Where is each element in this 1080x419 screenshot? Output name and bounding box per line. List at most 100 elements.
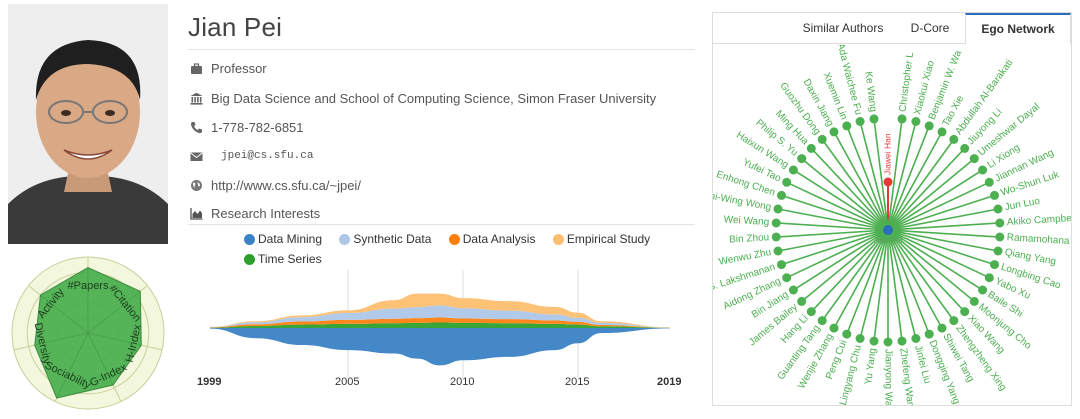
- coauthor-node[interactable]: [978, 285, 988, 295]
- stream-layer-empirical-study[interactable]: [210, 293, 670, 328]
- coauthor-node[interactable]: [937, 323, 947, 333]
- coauthor-node[interactable]: [842, 121, 852, 131]
- tab-ego-network[interactable]: Ego Network: [965, 13, 1071, 45]
- ego-edge: [821, 138, 889, 231]
- coauthor-label[interactable]: Yu Yang: [863, 347, 879, 385]
- coauthor-node[interactable]: [949, 134, 959, 144]
- phone-row: 1-778-782-6851: [190, 117, 304, 137]
- legend-item-empirical-study[interactable]: Empirical Study: [552, 229, 650, 249]
- coauthor-node[interactable]: [978, 165, 988, 175]
- ego-edge: [887, 138, 955, 231]
- legend-label: Synthetic Data: [353, 232, 432, 246]
- coauthor-label[interactable]: Jiawei Han: [882, 133, 892, 175]
- coauthor-label[interactable]: Wei Wang: [723, 214, 769, 228]
- radar-spoke: [34, 332, 89, 346]
- coauthor-label[interactable]: Bin Zhou: [729, 232, 770, 245]
- coauthor-node[interactable]: [984, 177, 994, 187]
- coauthor-node[interactable]: [869, 336, 879, 346]
- coauthor-node[interactable]: [788, 165, 798, 175]
- coauthor-node[interactable]: [817, 316, 827, 326]
- coauthor-node[interactable]: [993, 246, 1003, 256]
- tab-d-core[interactable]: D-Core: [910, 21, 950, 35]
- coauthor-node[interactable]: [911, 334, 921, 343]
- ego-edge: [887, 147, 966, 231]
- coauthor-node[interactable]: [990, 190, 999, 200]
- coauthor-node[interactable]: [869, 114, 879, 124]
- ego-edge: [887, 229, 966, 313]
- tab-similar-authors[interactable]: Similar Authors: [802, 21, 884, 35]
- legend-item-data-analysis[interactable]: Data Analysis: [448, 229, 536, 249]
- profile-photo: [8, 4, 168, 244]
- ego-edge: [887, 222, 1000, 231]
- email-text[interactable]: jpei@cs.sfu.ca: [221, 150, 314, 162]
- ego-edge: [781, 229, 889, 266]
- coauthor-node[interactable]: [806, 143, 816, 153]
- coauthor-node[interactable]: [897, 336, 907, 346]
- coauthor-label[interactable]: Zhefeng Wang: [897, 347, 916, 405]
- ego-edge: [887, 229, 955, 322]
- coauthor-node[interactable]: [969, 154, 979, 164]
- stream-layer-data-mining[interactable]: [210, 328, 670, 366]
- legend-label: Data Analysis: [462, 232, 536, 246]
- coauthor-node[interactable]: [817, 134, 827, 144]
- coauthor-node[interactable]: [773, 204, 783, 214]
- coauthor-node[interactable]: [924, 121, 934, 131]
- ego-edge: [887, 229, 1000, 238]
- stream-layer-synthetic-data[interactable]: [210, 305, 670, 328]
- coauthor-node[interactable]: [990, 260, 999, 270]
- ego-edge: [887, 229, 930, 335]
- coauthor-node[interactable]: [960, 307, 970, 317]
- coauthor-node[interactable]: [924, 329, 934, 339]
- coauthor-node[interactable]: [937, 127, 947, 137]
- coauthor-node[interactable]: [993, 204, 1003, 214]
- coauthor-label[interactable]: Christopher L: [898, 51, 916, 112]
- coauthor-node[interactable]: [897, 114, 907, 124]
- ego-edge: [859, 229, 889, 339]
- coauthor-node[interactable]: [771, 232, 781, 242]
- legend-item-synthetic-data[interactable]: Synthetic Data: [339, 229, 431, 249]
- coauthor-node[interactable]: [883, 337, 893, 347]
- coauthor-node[interactable]: [984, 273, 994, 283]
- coauthor-node[interactable]: [995, 232, 1005, 242]
- coauthor-node[interactable]: [777, 190, 786, 200]
- coauthor-node[interactable]: [995, 218, 1005, 228]
- center-node[interactable]: [883, 225, 893, 235]
- homepage-link[interactable]: http://www.cs.sfu.ca/~jpei/: [211, 177, 361, 193]
- coauthor-label[interactable]: Ramamohana: [1006, 232, 1070, 247]
- coauthor-node[interactable]: [842, 329, 852, 339]
- coauthor-label[interactable]: Ke Wang: [862, 71, 878, 113]
- coauthor-node[interactable]: [883, 177, 893, 187]
- coauthor-label[interactable]: Akiko Campbe: [1006, 213, 1071, 228]
- stream-layer-data-analysis[interactable]: [210, 317, 670, 328]
- coauthor-node[interactable]: [829, 323, 839, 333]
- radar-spoke: [87, 332, 142, 346]
- author-name: Jian Pei: [188, 12, 283, 42]
- coauthor-label[interactable]: Jianyong Wang: [882, 349, 893, 405]
- coauthor-node[interactable]: [782, 273, 792, 283]
- radar-chart: #Papers#CitationH-IndexG-IndexSociabilit…: [11, 256, 165, 410]
- coauthor-node[interactable]: [806, 307, 816, 317]
- coauthor-node[interactable]: [855, 334, 865, 343]
- coauthor-node[interactable]: [771, 218, 781, 228]
- envelope-icon: [190, 150, 203, 163]
- coauthor-node[interactable]: [777, 260, 786, 270]
- coauthor-node[interactable]: [788, 285, 798, 295]
- coauthor-node[interactable]: [829, 127, 839, 137]
- coauthor-node[interactable]: [969, 296, 979, 306]
- coauthor-node[interactable]: [782, 177, 792, 187]
- legend-item-data-mining[interactable]: Data Mining: [244, 229, 322, 249]
- interests-streamgraph: [210, 270, 670, 378]
- coauthor-label[interactable]: Jun Luo: [1004, 196, 1041, 214]
- coauthor-node[interactable]: [773, 246, 783, 256]
- axis-tick-2015: 2015: [565, 376, 590, 388]
- ego-edge: [810, 229, 889, 313]
- legend-item-time-series[interactable]: Time Series: [244, 249, 322, 269]
- coauthor-node[interactable]: [797, 296, 807, 306]
- area-chart-icon: [190, 207, 203, 220]
- coauthor-node[interactable]: [960, 143, 970, 153]
- coauthor-node[interactable]: [911, 117, 921, 126]
- coauthor-node[interactable]: [855, 117, 865, 126]
- coauthor-node[interactable]: [949, 316, 959, 326]
- coauthor-node[interactable]: [797, 154, 807, 164]
- ego-edge: [781, 194, 889, 231]
